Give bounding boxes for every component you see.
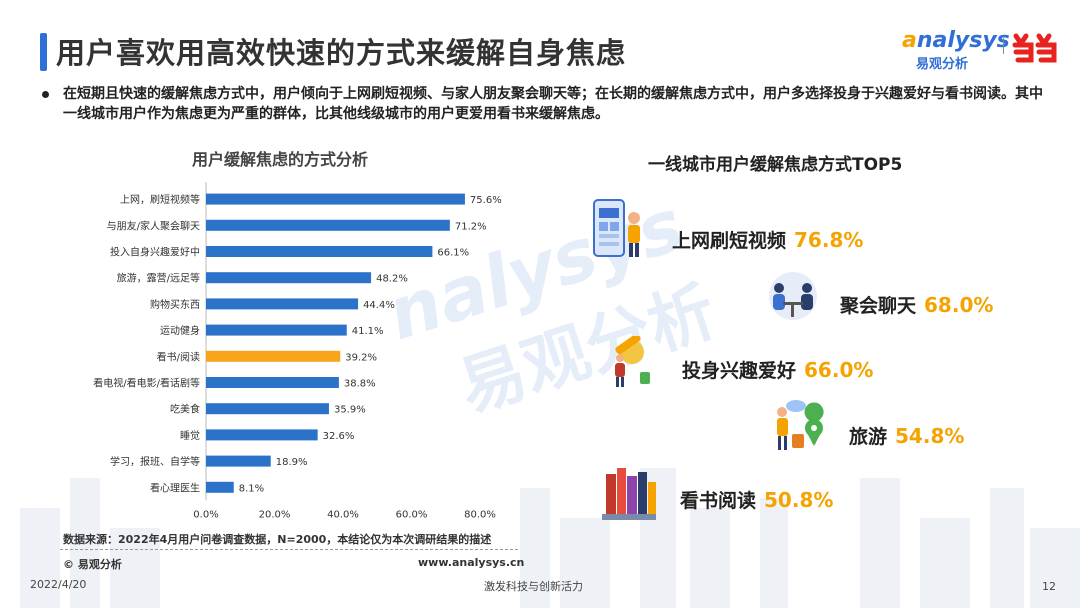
summary-bullet bbox=[42, 91, 49, 98]
bar bbox=[206, 193, 465, 205]
x-tick-label: 40.0% bbox=[327, 509, 359, 520]
x-tick-label: 80.0% bbox=[464, 509, 496, 520]
top5-item-2: 聚会聊天 68.0% bbox=[840, 291, 993, 318]
travel-icon bbox=[777, 400, 824, 450]
data-label: 66.1% bbox=[437, 248, 469, 259]
bar-chart: 上网，刷短视频等 75.6% 与朋友/家人聚会聊天 71.2% 投入自身兴趣爱好中 66.… bbox=[93, 182, 502, 520]
bar bbox=[206, 481, 234, 493]
data-label: 71.2% bbox=[455, 221, 487, 232]
category-label: 学习，报班、自学等 bbox=[110, 455, 200, 468]
bar bbox=[206, 246, 433, 257]
data-label: 75.6% bbox=[470, 195, 502, 206]
bar bbox=[206, 324, 347, 336]
data-label: 32.6% bbox=[323, 431, 355, 442]
category-label: 运动健身 bbox=[160, 324, 200, 337]
data-label: 39.2% bbox=[345, 352, 377, 363]
data-label: 38.8% bbox=[344, 379, 376, 390]
report-date: 2022/4/20 bbox=[30, 578, 87, 591]
category-label: 吃美食 bbox=[170, 403, 200, 416]
data-label: 35.9% bbox=[334, 405, 366, 416]
top5-label: 聚会聊天 bbox=[840, 295, 917, 317]
top5-label: 投身兴趣爱好 bbox=[682, 360, 797, 382]
copyright: © 易观分析 bbox=[63, 558, 122, 571]
category-label: 旅游，露营/远足等 bbox=[117, 272, 200, 285]
dangdang-logo-icon bbox=[1012, 33, 1057, 63]
category-label: 与朋友/家人聚会聊天 bbox=[107, 219, 200, 232]
top5-title: 一线城市用户缓解焦虑方式TOP5 bbox=[648, 155, 903, 175]
data-label: 18.9% bbox=[276, 457, 308, 468]
x-tick-label: 0.0% bbox=[193, 509, 218, 520]
title-accent-bar bbox=[40, 33, 47, 71]
category-label: 看电视/看电影/看话剧等 bbox=[93, 377, 200, 390]
bar bbox=[206, 429, 318, 441]
books-icon bbox=[602, 468, 656, 520]
category-label: 睡觉 bbox=[180, 429, 200, 442]
top5-label: 看书阅读 bbox=[680, 490, 757, 512]
chatting-people-icon bbox=[769, 272, 817, 320]
phone-video-icon bbox=[593, 199, 640, 257]
top5-item-5: 看书阅读 50.8% bbox=[680, 486, 833, 513]
slogan: 激发科技与创新活力 bbox=[484, 580, 583, 593]
bar bbox=[206, 298, 359, 310]
hobby-icon bbox=[615, 336, 650, 387]
top5-label: 上网刷短视频 bbox=[672, 230, 787, 252]
chart-title: 用户缓解焦虑的方式分析 bbox=[191, 150, 368, 169]
data-source: 数据来源：2022年4月用户问卷调查数据，N=2000，本结论仅为本次调研结果的… bbox=[63, 533, 492, 546]
top5-value: 50.8% bbox=[764, 488, 834, 512]
category-label: 上网，刷短视频等 bbox=[120, 193, 200, 206]
page-title: 用户喜欢用高效快速的方式来缓解自身焦虑 bbox=[56, 36, 627, 70]
top5-value: 54.8% bbox=[895, 424, 965, 448]
summary-text: 在短期且快速的缓解焦虑方式中，用户倾向于上网刷短视频、与家人朋友聚会聊天等；在长… bbox=[63, 86, 1043, 122]
bar bbox=[206, 272, 372, 284]
bar bbox=[206, 377, 339, 388]
category-label: 看心理医生 bbox=[150, 481, 200, 494]
top5-item-4: 旅游 54.8% bbox=[849, 422, 964, 449]
category-label: 购物买东西 bbox=[150, 298, 200, 311]
page-number: 12 bbox=[1042, 580, 1056, 593]
bar bbox=[206, 350, 341, 362]
top5-value: 76.8% bbox=[794, 228, 864, 252]
bar bbox=[206, 403, 329, 415]
website-url: www.analysys.cn bbox=[418, 556, 525, 569]
data-label: 41.1% bbox=[352, 326, 384, 337]
top5-item-1: 上网刷短视频 76.8% bbox=[672, 226, 863, 253]
data-label: 8.1% bbox=[239, 483, 264, 494]
top5-value: 66.0% bbox=[804, 358, 874, 382]
data-label: 44.4% bbox=[363, 300, 395, 311]
category-label: 投入自身兴趣爱好中 bbox=[110, 246, 200, 259]
data-label: 48.2% bbox=[376, 274, 408, 285]
logo-cn-text: 易观分析 bbox=[916, 57, 969, 72]
analysys-logo: analysys 易观分析 bbox=[902, 28, 1010, 72]
x-tick-label: 60.0% bbox=[396, 509, 428, 520]
top5-value: 68.0% bbox=[924, 293, 994, 317]
logo-divider bbox=[1003, 38, 1004, 54]
source-divider bbox=[60, 549, 518, 550]
category-label: 看书/阅读 bbox=[157, 350, 200, 363]
x-tick-label: 20.0% bbox=[259, 509, 291, 520]
top5-item-3: 投身兴趣爱好 66.0% bbox=[682, 356, 873, 383]
bar bbox=[206, 219, 450, 231]
top5-label: 旅游 bbox=[849, 426, 888, 448]
city-skyline-background bbox=[20, 468, 1080, 608]
bar bbox=[206, 455, 271, 467]
